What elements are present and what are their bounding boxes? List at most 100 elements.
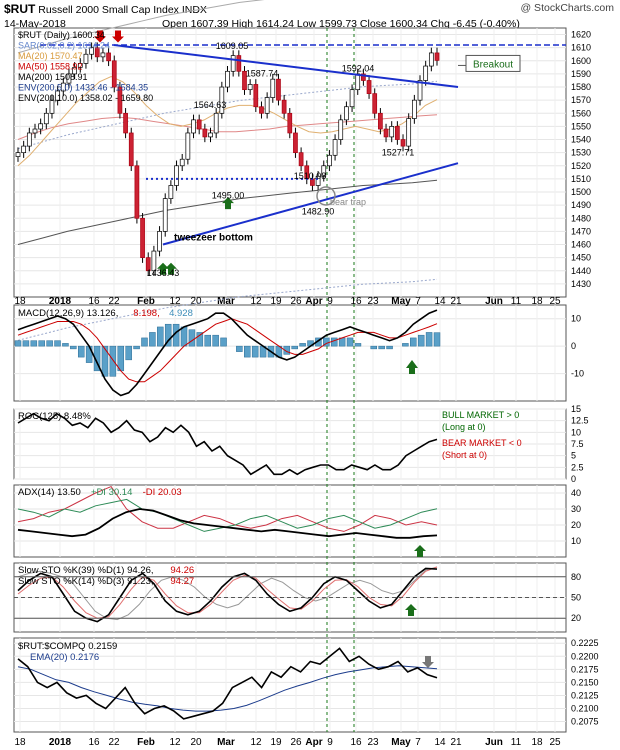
ratio-legend-entry: $RUT:$COMPQ 0.2159 xyxy=(18,641,117,652)
gray-arrow-down-icon xyxy=(422,656,434,668)
x-tick-label: 7 xyxy=(415,296,421,307)
x-tick-label: 20 xyxy=(190,737,202,748)
x-tick-label: 9 xyxy=(327,296,333,307)
candle-body xyxy=(236,55,242,72)
y-tick-label: 10 xyxy=(571,536,581,546)
x-tick-label: Mar xyxy=(217,737,235,748)
green-arrow-up-icon xyxy=(222,197,234,210)
y-tick-label: 80 xyxy=(571,572,581,582)
y-tick-label: 15 xyxy=(571,404,581,414)
green-arrow-up-icon xyxy=(165,262,177,275)
macd-histogram-bar xyxy=(417,334,425,347)
y-tick-label: 1430 xyxy=(571,279,591,289)
candle-body xyxy=(327,154,332,167)
panel-frame xyxy=(13,484,567,558)
candle-body xyxy=(276,78,281,101)
x-tick-label: 18 xyxy=(531,296,543,307)
x-tick-label: 11 xyxy=(511,296,522,307)
y-tick-label: 1600 xyxy=(571,56,591,66)
candle-body xyxy=(428,52,434,67)
candle-body xyxy=(208,132,213,138)
ma50-line xyxy=(17,114,438,140)
sto-legend-entry: Slow STO %K(14) %D(3) 91.23, xyxy=(18,576,154,587)
price-annotation: 1527.71 xyxy=(382,147,415,157)
ratio-line xyxy=(17,647,438,720)
x-tick-label: 14 xyxy=(434,296,446,307)
x-tick-label: 12 xyxy=(250,737,262,748)
x-tick-label: 7 xyxy=(415,737,421,748)
x-tick-label: 16 xyxy=(350,296,362,307)
candle-body xyxy=(355,73,361,91)
macd-legend-entry: MACD(12,26,9) 13.126, xyxy=(18,308,118,319)
candle-body xyxy=(111,60,117,88)
roc-legend: ROC(125) 8.48% xyxy=(18,411,91,422)
x-tick-label: 19 xyxy=(270,296,282,307)
x-tick-label: May xyxy=(391,296,411,307)
x-tick-label: 22 xyxy=(108,296,120,307)
env5-upper-line xyxy=(17,80,438,150)
candle-body xyxy=(123,112,128,134)
candle-body xyxy=(55,90,60,101)
y-tick-label: 1480 xyxy=(571,213,591,223)
candle-body xyxy=(225,70,230,88)
adx-legend-entry: ADX(14) 13.50 xyxy=(18,487,81,498)
y-tick-label: 12.5 xyxy=(571,416,589,426)
main-legend-entry: MA(20) 1570.47 xyxy=(18,51,83,61)
macd-legend-entry: 4.928 xyxy=(169,308,193,319)
main-legend-entry: MA(200) 1508.91 xyxy=(18,72,88,82)
symbol: $RUT xyxy=(4,2,36,16)
macd-histogram-bar xyxy=(77,345,85,358)
macd-histogram-bar xyxy=(346,337,354,347)
tweezer-bottom-label: tweezeer bottom xyxy=(174,233,253,244)
candle-body xyxy=(412,99,417,119)
x-tick-label: Feb xyxy=(137,296,155,307)
y-tick-label: 1440 xyxy=(571,266,591,276)
x-tick-label: 18 xyxy=(531,737,543,748)
candle-body xyxy=(253,84,259,108)
macd-histogram-bar xyxy=(386,345,393,350)
candle-body xyxy=(191,119,196,134)
sto-legend-entry: 94.27 xyxy=(170,576,194,587)
macd-histogram-bar xyxy=(109,345,117,377)
candle-body xyxy=(344,106,349,121)
y-tick-label: 0 xyxy=(571,474,576,484)
macd-histogram-bar xyxy=(330,337,338,347)
x-tick-label: Mar xyxy=(217,296,235,307)
macd-histogram-bar xyxy=(38,340,45,347)
x-tick-label: 16 xyxy=(88,737,100,748)
candle-body xyxy=(434,52,440,61)
price-annotation: 1436.43 xyxy=(147,268,180,278)
bear-trap-label: bear trap xyxy=(330,197,366,207)
x-tick-label: 14 xyxy=(434,737,446,748)
sto14-d-line xyxy=(17,566,438,619)
candle-body xyxy=(406,118,412,147)
main-legend-entry: ENV(200,10.0) 1358.02 - 1659.80 xyxy=(18,93,153,103)
candle-body xyxy=(43,112,49,125)
red-arrow-down-icon xyxy=(112,30,124,43)
x-tick-label: 2018 xyxy=(49,737,72,748)
price-annotation: 1495.00 xyxy=(212,191,245,201)
candle-body xyxy=(106,52,111,62)
candle-body xyxy=(372,93,378,114)
price-annotation: 1510.08 xyxy=(294,171,327,181)
macd-histogram-bar xyxy=(14,340,22,347)
main-legend-entry: MA(50) 1558.92 xyxy=(18,62,83,72)
x-tick-label: Jun xyxy=(485,296,503,307)
candle-body xyxy=(389,126,395,138)
candle-body xyxy=(26,132,32,147)
candle-body xyxy=(60,82,66,92)
candle-body xyxy=(89,47,94,55)
y-tick-label: 1530 xyxy=(571,148,591,158)
upper-channel-line xyxy=(113,44,459,89)
candle-body xyxy=(77,63,83,68)
roc-note: (Long at 0) xyxy=(442,422,486,432)
macd-histogram-bar xyxy=(378,345,385,350)
candle-body xyxy=(66,73,72,84)
y-tick-label: 0 xyxy=(571,341,576,351)
macd-histogram-bar xyxy=(93,345,101,372)
candle-body xyxy=(315,175,321,186)
ohlc-summary: Open 1607.39 High 1614.24 Low 1599.73 Cl… xyxy=(162,18,520,30)
green-arrow-up-icon xyxy=(406,360,418,374)
x-tick-label: 12 xyxy=(169,296,181,307)
macd-histogram-bar xyxy=(149,332,156,347)
